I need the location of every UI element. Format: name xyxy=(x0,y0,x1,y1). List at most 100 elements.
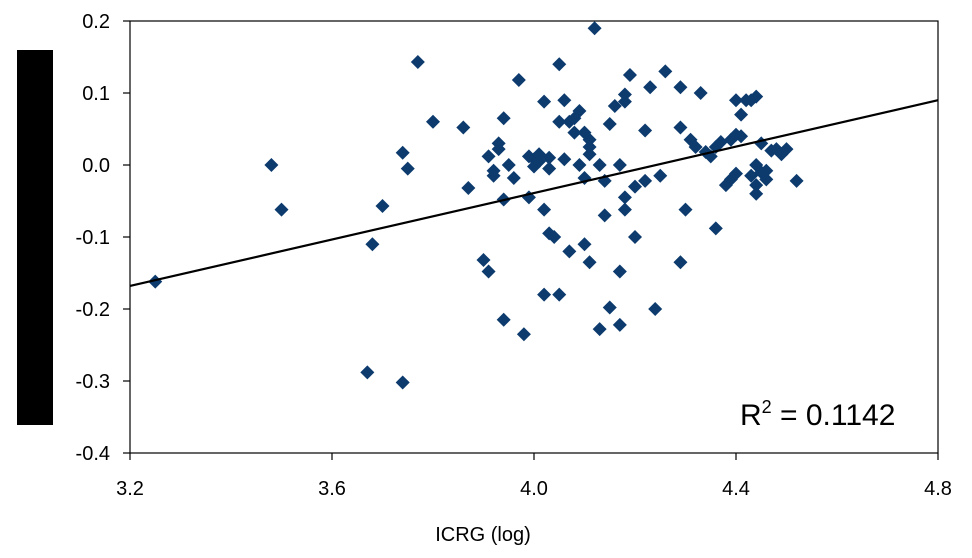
data-point xyxy=(628,230,642,244)
ylabel-redaction-bar xyxy=(17,50,53,425)
data-point xyxy=(643,80,658,95)
data-point xyxy=(360,365,375,380)
data-point xyxy=(552,287,567,302)
data-point xyxy=(597,208,612,223)
x-axis-label: ICRG (log) xyxy=(435,524,531,546)
data-point xyxy=(708,221,723,236)
data-point xyxy=(602,116,617,131)
data-point xyxy=(592,322,607,337)
data-point xyxy=(729,166,743,181)
data-point xyxy=(693,86,708,100)
r2-label: R2 = 0.1142 xyxy=(740,397,895,432)
data-point xyxy=(542,161,557,176)
data-point xyxy=(506,170,521,185)
data-point xyxy=(148,274,163,289)
data-point xyxy=(759,163,774,178)
data-point xyxy=(648,302,663,316)
data-point xyxy=(426,114,440,129)
data-point xyxy=(547,230,562,244)
data-point xyxy=(729,93,743,108)
data-point xyxy=(572,158,587,172)
y-tick-label: -0.4 xyxy=(76,443,110,465)
x-tick-label: 3.2 xyxy=(116,478,144,500)
data-point xyxy=(577,237,592,252)
data-point xyxy=(612,264,627,279)
data-point xyxy=(542,150,557,165)
data-point xyxy=(749,186,764,201)
data-point xyxy=(734,129,749,144)
x-tick-label: 4.0 xyxy=(520,478,548,500)
data-point xyxy=(557,93,572,108)
data-point xyxy=(617,94,632,109)
r2-prefix: R xyxy=(740,399,762,432)
data-point xyxy=(612,158,627,172)
data-point xyxy=(749,89,764,104)
data-point xyxy=(395,145,410,160)
data-point xyxy=(688,140,703,154)
x-tick-label: 3.6 xyxy=(318,478,346,500)
data-point xyxy=(638,123,653,138)
data-point xyxy=(476,253,491,268)
data-point xyxy=(617,190,632,205)
data-point xyxy=(628,179,642,194)
data-point xyxy=(607,98,622,113)
data-point xyxy=(582,255,597,270)
data-point xyxy=(602,300,617,315)
plot-area: 0.2 0.1 0.0 -0.1 -0.2 -0.3 -0.4 3.2 3.6 4.0 4.4 4.8 xyxy=(76,11,952,500)
data-point xyxy=(582,132,597,147)
data-point xyxy=(673,255,688,270)
x-tick-label: 4.8 xyxy=(924,478,952,500)
data-point xyxy=(274,202,289,217)
data-point xyxy=(638,173,653,188)
data-point xyxy=(779,142,794,157)
y-tick-label: -0.3 xyxy=(76,371,110,393)
data-point xyxy=(678,202,693,217)
data-point xyxy=(496,111,511,126)
data-point xyxy=(481,264,496,279)
data-point xyxy=(456,120,471,135)
data-point xyxy=(481,149,496,164)
data-point xyxy=(264,158,279,172)
data-point xyxy=(516,327,531,342)
data-point xyxy=(537,287,552,302)
data-point xyxy=(552,114,567,129)
data-point xyxy=(410,55,425,70)
y-tick-label: 0.0 xyxy=(82,155,110,177)
data-point xyxy=(501,158,516,172)
data-point xyxy=(582,147,597,162)
data-point xyxy=(789,173,804,188)
data-point xyxy=(552,57,567,72)
y-tick-label: 0.2 xyxy=(82,11,110,33)
data-point xyxy=(612,317,627,332)
data-point xyxy=(673,120,688,135)
data-point xyxy=(749,178,764,193)
r2-value: = 0.1142 xyxy=(772,399,896,432)
data-point xyxy=(582,140,597,154)
data-point xyxy=(562,244,577,259)
data-point xyxy=(496,312,511,327)
data-point xyxy=(759,172,774,187)
data-point xyxy=(537,94,552,109)
data-point xyxy=(461,181,476,196)
r2-superscript: 2 xyxy=(762,397,772,417)
data-point xyxy=(673,80,688,95)
data-point xyxy=(491,136,506,151)
data-point xyxy=(653,168,668,183)
data-point xyxy=(400,161,415,176)
data-point xyxy=(486,168,501,183)
data-point xyxy=(395,375,410,390)
data-point xyxy=(537,202,552,217)
data-point xyxy=(572,104,587,118)
data-point xyxy=(658,64,673,79)
data-point xyxy=(713,134,728,149)
data-point xyxy=(511,73,526,88)
x-tick-label: 4.4 xyxy=(722,478,750,500)
data-point xyxy=(587,21,602,36)
data-point xyxy=(617,87,632,102)
data-point xyxy=(622,68,637,82)
data-point xyxy=(617,202,632,217)
data-point xyxy=(557,152,572,167)
y-tick-label: 0.1 xyxy=(82,83,110,105)
